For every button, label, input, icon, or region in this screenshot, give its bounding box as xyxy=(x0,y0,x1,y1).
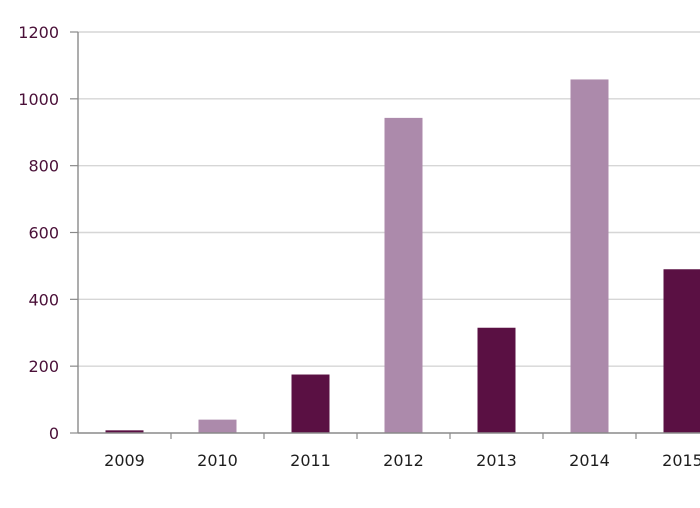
y-tick-labels: 0 200 400 600 800 1000 1200 xyxy=(18,23,59,443)
x-tick-label: 2011 xyxy=(290,451,331,470)
y-tick-label: 200 xyxy=(28,357,59,376)
y-tick-label: 0 xyxy=(49,424,59,443)
bar-2010 xyxy=(198,419,237,433)
x-tick-label: 2014 xyxy=(569,451,610,470)
y-tick-label: 600 xyxy=(28,224,59,243)
x-tick-label: 2013 xyxy=(476,451,517,470)
x-tick-label: 2012 xyxy=(383,451,424,470)
axes xyxy=(70,31,700,439)
x-tick-label: 2010 xyxy=(197,451,238,470)
bar-2012 xyxy=(384,117,423,434)
x-tick-labels: 2009 2010 2011 2012 2013 2014 2015 xyxy=(104,451,700,470)
bar-2011 xyxy=(291,374,330,433)
y-tick-label: 400 xyxy=(28,290,59,309)
y-tick-label: 1000 xyxy=(18,90,59,109)
x-tick-label: 2015 xyxy=(662,451,700,470)
bar-2014 xyxy=(570,79,609,434)
y-tick-label: 800 xyxy=(28,157,59,176)
bar-2009 xyxy=(105,430,144,433)
x-tick-label: 2009 xyxy=(104,451,145,470)
bars xyxy=(105,79,700,434)
bar-2013 xyxy=(477,327,516,433)
y-tick-label: 1200 xyxy=(18,23,59,42)
bar-2015 xyxy=(663,269,700,433)
